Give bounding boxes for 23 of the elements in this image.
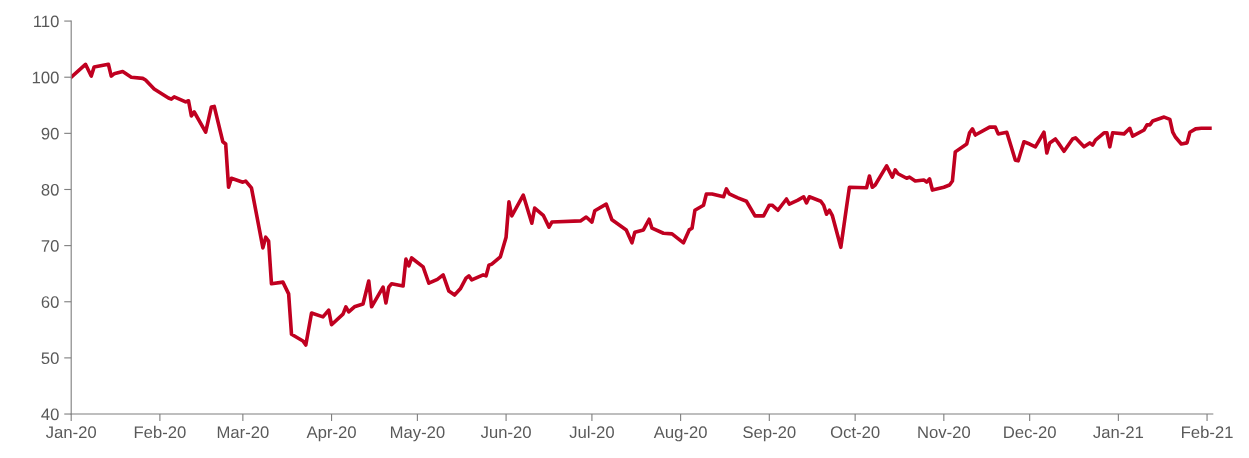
x-tick-label: Apr-20 — [306, 426, 356, 442]
x-tick-label: Oct-20 — [830, 426, 880, 439]
x-tick-label: Nov-20 — [918, 426, 971, 439]
x-tick-label: Jan-21 — [1093, 426, 1144, 439]
x-tick-label: Sep-20 — [743, 426, 796, 442]
x-tick-label: Jan-20 — [45, 426, 97, 439]
y-tick-label: 110 — [34, 15, 59, 28]
y-tick-label: 70 — [41, 240, 59, 252]
y-tick-label: 100 — [32, 71, 59, 84]
x-tick-label: Jul-20 — [569, 425, 614, 439]
x-tick-label: Feb-21 — [1182, 425, 1233, 439]
y-tick-label: 60 — [41, 296, 59, 308]
x-tick-label: Mar-20 — [217, 426, 269, 439]
x-tick-label: Aug-20 — [653, 426, 707, 442]
y-tick-label: 80 — [41, 183, 59, 196]
x-tick-label: Feb-20 — [134, 425, 186, 439]
y-tick-label: 90 — [41, 127, 59, 140]
x-tick-label: May-20 — [390, 426, 445, 442]
y-tick-label: 50 — [41, 352, 59, 365]
line-series — [71, 62, 1212, 347]
x-tick-label: Dec-20 — [1004, 426, 1056, 439]
y-tick-label: 40 — [41, 408, 59, 421]
x-tick-label: Jun-20 — [480, 426, 531, 439]
